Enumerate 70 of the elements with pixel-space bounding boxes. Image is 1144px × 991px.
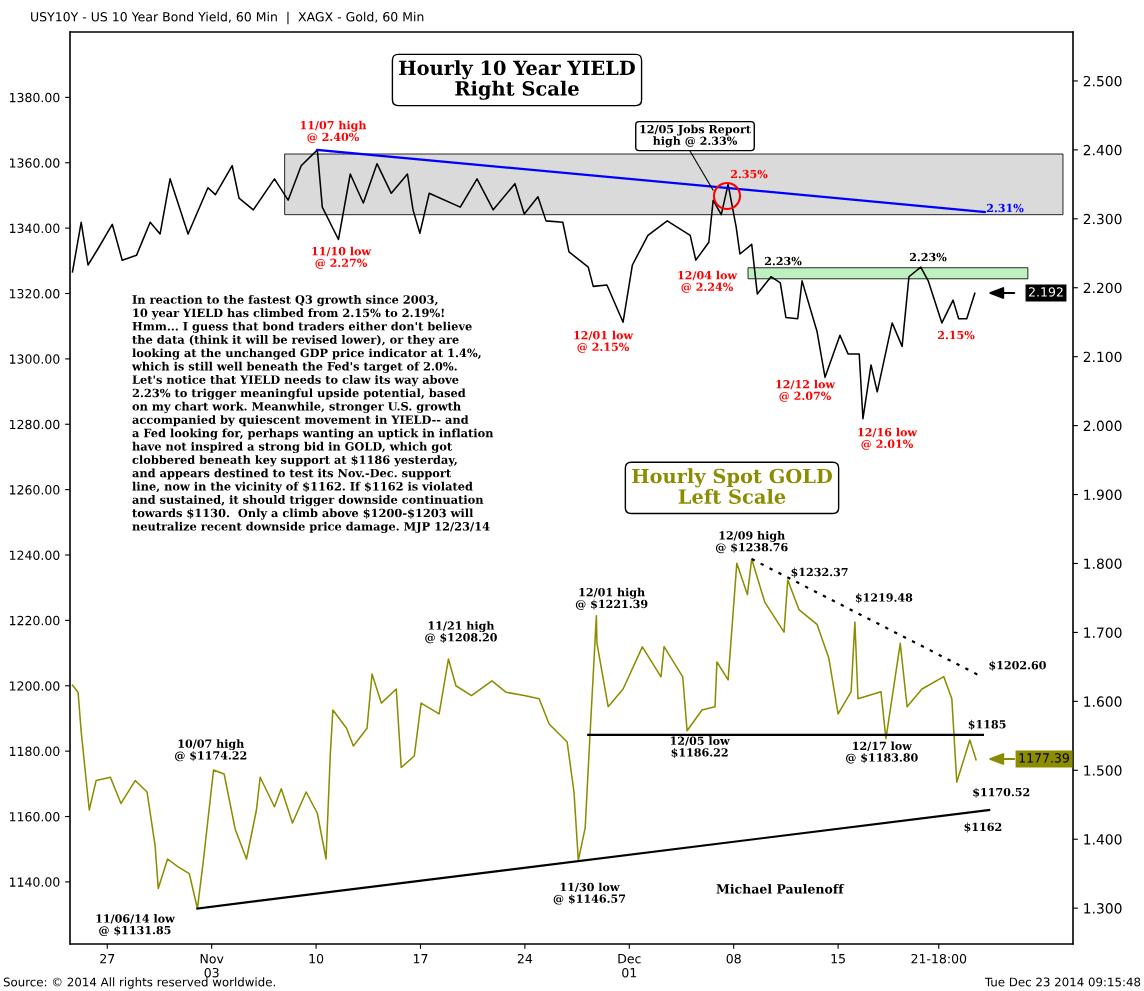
annotation: 12/05 Jobs Report high @ 2.33% bbox=[640, 124, 751, 148]
annotation: 12/17 low @ $1183.80 bbox=[846, 741, 918, 764]
annotation: Hourly Spot GOLD Left Scale bbox=[632, 468, 832, 504]
annotation: 11/10 low @ 2.27% bbox=[312, 246, 372, 269]
annotation: 12/01 high @ $1221.39 bbox=[575, 587, 648, 610]
text: In reaction to the fastest Q3 growth since 2003, 10 year YIELD has climbed from 2.15% to 2.19%! Hmm... I guess that bond traders either don't believe the data (think it will be revised lower), or they are looking at the unchanged GDP price indicator at 1.4%, which is still well beneath the Fed's target of 2.0%. Let's notice that YIELD needs to claw its way above 2.23% to trigger meaningful upside potential, based on my chart work. Meanwhile, stronger U.S. growth accompanied by quiescent movement in YIELD-- and a Fed looking for, perhaps wanting an uptick in inflation have not inspired a strong bid in GOLD, which got clobbered beneath key support at $1186 yesterday, and appears destined to test its Nov.-Dec. support line, now in the vicinity of $1162. If $1162 is violated and sustained, it should trigger downside continuation towards $1130. Only a climb above $1200-$1203 will neutralize recent downside price damage. MJP 12/23/14 bbox=[131, 295, 494, 533]
y-tick-label: 1320.00 bbox=[9, 288, 60, 299]
x-tick-label: 10 bbox=[309, 953, 324, 964]
annotation: 2.35% bbox=[730, 169, 768, 179]
annotation: 2.192 bbox=[1029, 287, 1063, 297]
y-tick-label: 1160.00 bbox=[9, 811, 60, 822]
y2-tick-label: 1.300 bbox=[1084, 903, 1122, 914]
source-note: Source: © 2014 All rights reserved worldwide. bbox=[3, 977, 275, 989]
x-tick-label: 24 bbox=[517, 953, 533, 964]
y-tick-label: 1200.00 bbox=[9, 681, 60, 691]
y2-tick-label: 1.700 bbox=[1084, 627, 1122, 638]
y-tick-label: 1240.00 bbox=[9, 550, 60, 560]
y2-tick-label: 1.500 bbox=[1084, 765, 1122, 776]
x-tick-label: Nov 03 bbox=[200, 954, 224, 978]
annotation: $1162 bbox=[964, 822, 1002, 833]
y-tick-label: 1300.00 bbox=[9, 354, 60, 364]
annotation: 2.23% bbox=[909, 252, 947, 262]
y2-tick-label: 1.600 bbox=[1084, 696, 1122, 707]
annotation: $1185 bbox=[968, 719, 1006, 730]
y2-tick-label: 1.400 bbox=[1084, 834, 1122, 845]
annotation: 12/12 low @ 2.07% bbox=[776, 379, 836, 402]
annotation: 12/16 low @ 2.01% bbox=[858, 427, 918, 450]
annotation: 2.23% bbox=[764, 256, 802, 266]
annotation: 11/06/14 low @ $1131.85 bbox=[96, 914, 175, 937]
annotation: $1219.48 bbox=[855, 593, 913, 604]
annotation: 12/05 low $1186.22 bbox=[670, 736, 730, 759]
x-tick-label: 27 bbox=[100, 953, 115, 964]
annotation: 1177.39 bbox=[1019, 753, 1069, 763]
annotation: 12/01 low @ 2.15% bbox=[574, 330, 634, 353]
y2-tick-label: 2.400 bbox=[1083, 144, 1122, 156]
y2-tick-label: 2.300 bbox=[1083, 213, 1122, 225]
y-tick-label: 1140.00 bbox=[9, 877, 60, 887]
y-tick-label: 1360.00 bbox=[9, 158, 60, 168]
annotation: 2.31% bbox=[986, 203, 1024, 213]
y2-tick-label: 2.100 bbox=[1083, 351, 1122, 363]
x-tick-label: 17 bbox=[413, 954, 428, 964]
y2-tick-label: 2.500 bbox=[1083, 75, 1122, 87]
y2-tick-label: 1.900 bbox=[1084, 489, 1122, 501]
annotation: Hourly 10 Year YIELD Right Scale bbox=[399, 60, 635, 100]
annotation: 12/09 high @ $1238.76 bbox=[715, 531, 788, 554]
annotation: $1170.52 bbox=[973, 787, 1030, 798]
text: Tue Dec 23 2014 09:15:48 bbox=[984, 977, 1141, 987]
x-tick-label: 15 bbox=[831, 954, 845, 964]
annotation: 11/21 high @ $1208.20 bbox=[425, 621, 497, 644]
annotation: 11/30 low @ $1146.57 bbox=[553, 882, 626, 905]
annotation: Michael Paulenoff bbox=[716, 883, 845, 894]
y2-tick-label: 2.000 bbox=[1083, 420, 1122, 432]
y2-tick-label: 2.200 bbox=[1083, 282, 1122, 294]
y-tick-label: 1220.00 bbox=[9, 615, 60, 626]
annotation: 12/04 low @ 2.24% bbox=[678, 270, 738, 293]
y-tick-label: 1340.00 bbox=[9, 223, 60, 234]
annotation: 10/07 high @ $1174.22 bbox=[175, 739, 247, 762]
y-tick-label: 1180.00 bbox=[9, 746, 60, 757]
annotation: 11/07 high @ 2.40% bbox=[300, 120, 367, 143]
y2-tick-label: 1.800 bbox=[1084, 558, 1122, 569]
annotation: $1202.60 bbox=[989, 660, 1046, 671]
y-tick-label: 1380.00 bbox=[9, 92, 60, 103]
x-tick-label: 21-18:00 bbox=[911, 953, 967, 964]
annotation: 2.15% bbox=[937, 330, 975, 340]
annotation: $1232.37 bbox=[791, 567, 848, 578]
x-tick-label: Dec 01 bbox=[618, 954, 641, 978]
y-tick-label: 1260.00 bbox=[9, 485, 60, 495]
chart-title: USY10Y - US 10 Year Bond Yield, 60 Min | XAGX - Gold, 60 Min bbox=[31, 11, 424, 25]
y-tick-label: 1280.00 bbox=[9, 419, 60, 430]
x-tick-label: 08 bbox=[726, 953, 741, 964]
